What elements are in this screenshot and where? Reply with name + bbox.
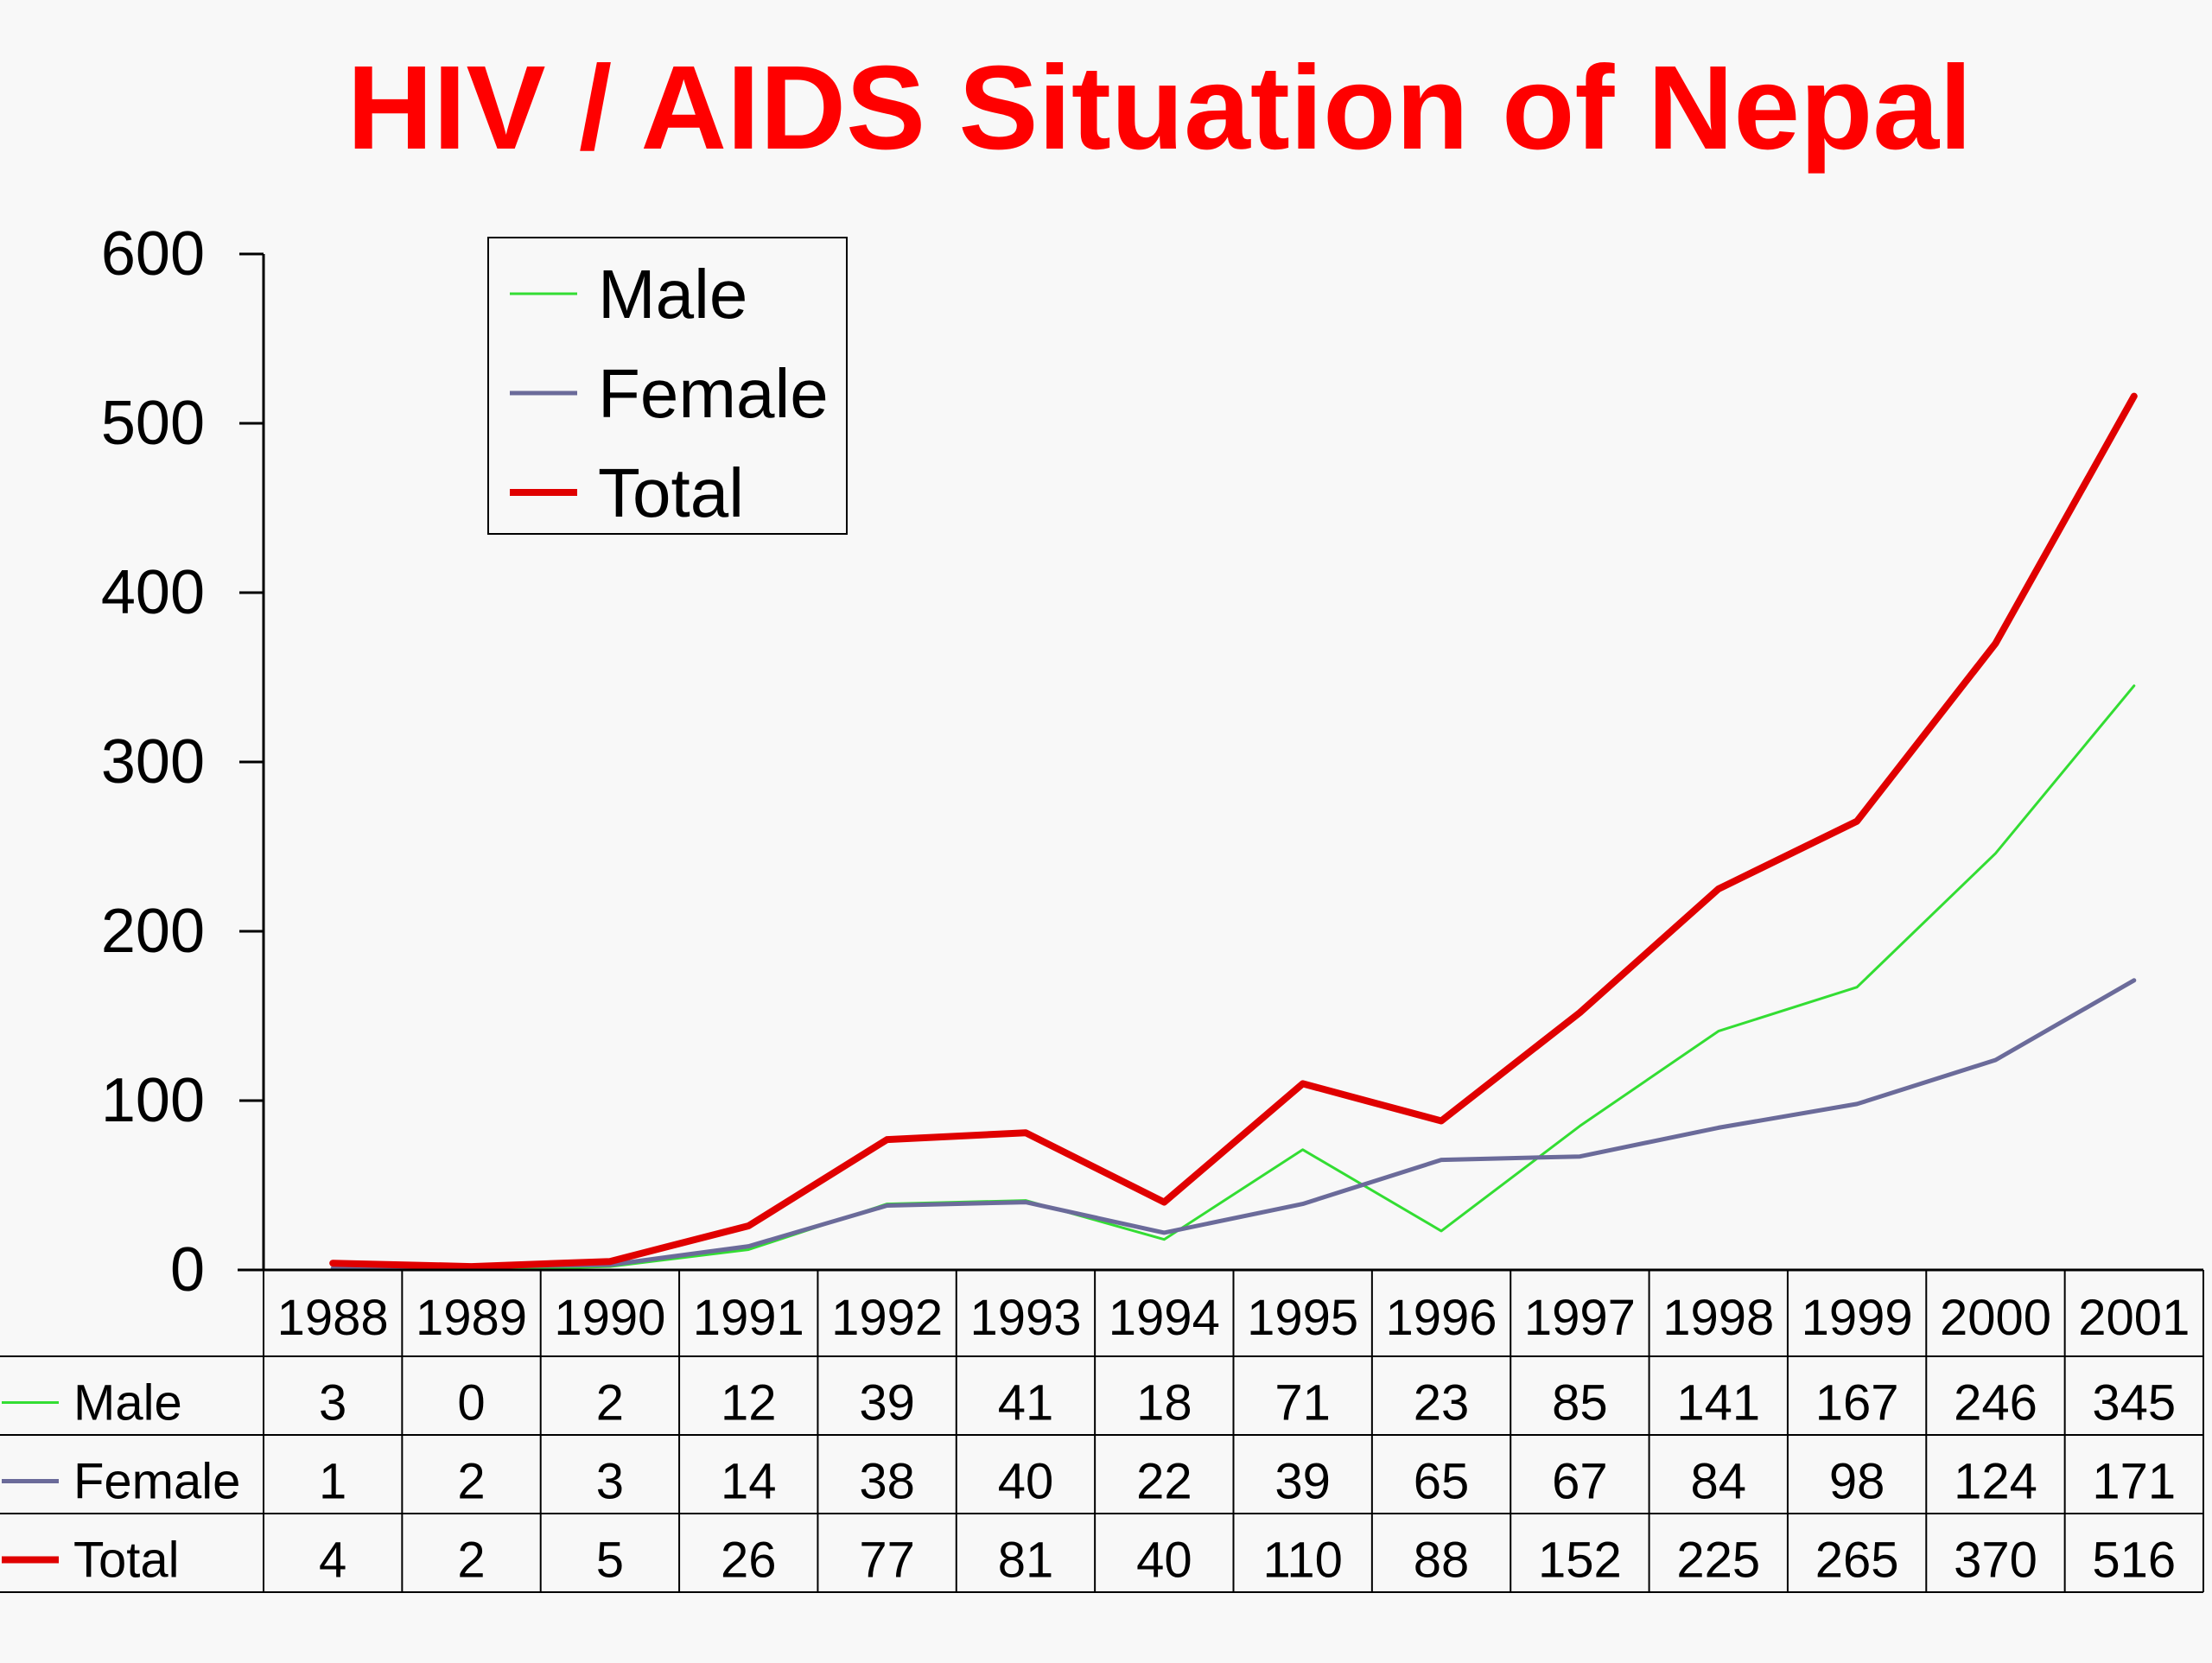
y-tick-label: 200 <box>101 897 205 966</box>
table-row-label: Male <box>73 1375 182 1431</box>
table-row-label: Total <box>73 1533 180 1589</box>
data-value-label: 40 <box>998 1454 1054 1510</box>
data-value-label: 246 <box>1954 1375 2037 1431</box>
data-value-label: 3 <box>319 1375 346 1431</box>
data-value-label: 81 <box>998 1533 1054 1589</box>
data-value-label: 23 <box>1414 1375 1470 1431</box>
x-tick-label: 1989 <box>416 1290 527 1346</box>
data-value-label: 14 <box>721 1454 777 1510</box>
data-value-label: 152 <box>1538 1533 1622 1589</box>
x-tick-label: 1998 <box>1662 1290 1774 1346</box>
table-row-label: Female <box>73 1454 240 1510</box>
series-line-female <box>330 978 2137 1271</box>
data-value-label: 3 <box>596 1454 624 1510</box>
y-tick-label: 600 <box>101 219 205 289</box>
data-value-label: 110 <box>1262 1533 1342 1589</box>
series-lines <box>329 392 2138 1272</box>
data-value-label: 265 <box>1815 1533 1899 1589</box>
y-tick-label: 500 <box>101 389 205 458</box>
data-value-label: 5 <box>596 1533 624 1589</box>
data-value-label: 1 <box>319 1454 346 1510</box>
x-tick-label: 1996 <box>1386 1290 1497 1346</box>
x-tick-label: 1991 <box>693 1290 804 1346</box>
data-table: 1988 1989 1990 1991 1992 1993 1994 1995 1996 1997… <box>0 1268 2204 1593</box>
data-value-label: 39 <box>859 1375 915 1431</box>
data-value-label: 345 <box>2092 1375 2176 1431</box>
data-value-label: 22 <box>1136 1454 1192 1510</box>
x-tick-label: 1993 <box>969 1290 1081 1346</box>
x-tick-label: 1992 <box>831 1290 943 1346</box>
chart-title: HIV / AIDS Situation of Nepal <box>347 41 1973 175</box>
data-value-label: 2 <box>457 1454 485 1510</box>
x-tick-label: 2001 <box>2078 1290 2190 1346</box>
series-line-total <box>329 392 2138 1271</box>
data-value-label: 39 <box>1274 1454 1331 1510</box>
data-value-label: 41 <box>998 1375 1054 1431</box>
data-value-label: 516 <box>2092 1533 2176 1589</box>
legend-box <box>487 237 848 535</box>
y-tick-label: 0 <box>170 1235 205 1304</box>
x-tick-label: 1995 <box>1247 1290 1358 1346</box>
data-value-label: 18 <box>1136 1375 1192 1431</box>
series-line-male <box>331 684 2136 1272</box>
legend-label: Female <box>598 355 829 432</box>
data-value-label: 98 <box>1829 1454 1885 1510</box>
data-value-label: 65 <box>1414 1454 1470 1510</box>
data-value-label: 171 <box>2092 1454 2176 1510</box>
data-value-label: 38 <box>859 1454 915 1510</box>
x-tick-label: 1990 <box>554 1290 665 1346</box>
data-value-label: 167 <box>1815 1375 1899 1431</box>
data-value-label: 2 <box>457 1533 485 1589</box>
data-value-label: 26 <box>721 1533 777 1589</box>
x-tick-label: 1997 <box>1524 1290 1636 1346</box>
data-value-label: 67 <box>1552 1454 1608 1510</box>
legend: Male Female Total <box>487 237 848 535</box>
y-tick-label: 400 <box>101 558 205 627</box>
axes: 0 100 200 300 400 500 600 <box>101 219 265 1304</box>
data-value-label: 71 <box>1274 1375 1331 1431</box>
data-value-label: 370 <box>1954 1533 2037 1589</box>
x-tick-label: 1988 <box>277 1290 389 1346</box>
y-tick-label: 100 <box>101 1066 205 1135</box>
y-tick-label: 300 <box>101 727 205 797</box>
x-tick-label: 1994 <box>1109 1290 1220 1346</box>
data-value-label: 0 <box>457 1375 485 1431</box>
data-value-label: 85 <box>1552 1375 1608 1431</box>
data-value-label: 2 <box>596 1375 624 1431</box>
x-tick-label: 2000 <box>1940 1290 2051 1346</box>
data-value-label: 4 <box>319 1533 346 1589</box>
data-value-label: 88 <box>1414 1533 1470 1589</box>
x-tick-label: 1999 <box>1802 1290 1913 1346</box>
legend-label: Total <box>598 454 744 531</box>
data-value-label: 84 <box>1690 1454 1746 1510</box>
data-value-label: 225 <box>1676 1533 1760 1589</box>
data-value-label: 141 <box>1676 1375 1760 1431</box>
data-value-label: 124 <box>1954 1454 2037 1510</box>
data-value-label: 77 <box>859 1533 915 1589</box>
data-value-label: 40 <box>1136 1533 1192 1589</box>
legend-label: Male <box>598 256 747 333</box>
data-value-label: 12 <box>721 1375 777 1431</box>
